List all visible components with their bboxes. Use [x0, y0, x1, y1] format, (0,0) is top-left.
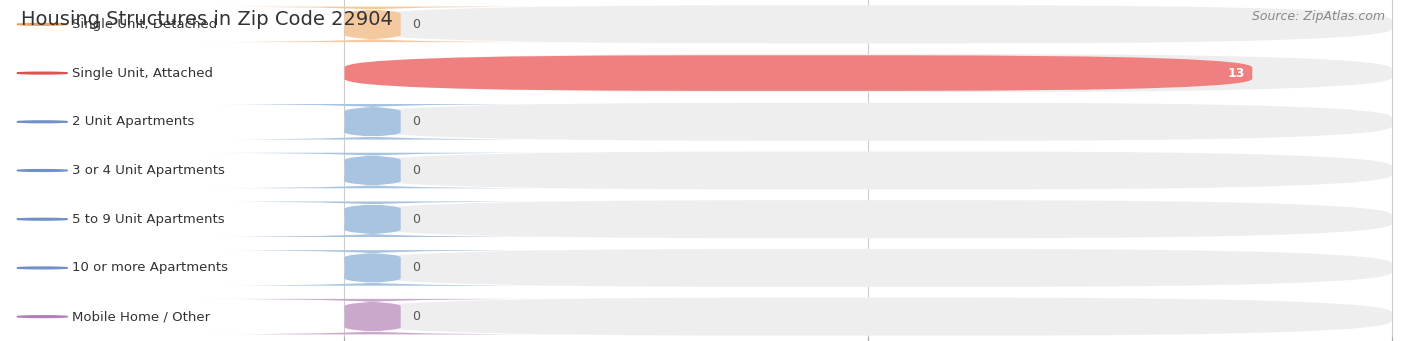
Text: 0: 0 [412, 115, 420, 128]
FancyBboxPatch shape [344, 54, 1392, 92]
Text: Source: ZipAtlas.com: Source: ZipAtlas.com [1251, 10, 1385, 23]
Circle shape [17, 316, 67, 317]
FancyBboxPatch shape [190, 202, 555, 237]
FancyBboxPatch shape [0, 299, 373, 335]
Circle shape [17, 72, 67, 74]
FancyBboxPatch shape [0, 250, 373, 286]
FancyBboxPatch shape [344, 298, 1392, 336]
FancyBboxPatch shape [344, 5, 1392, 43]
FancyBboxPatch shape [190, 250, 555, 286]
FancyBboxPatch shape [344, 249, 1392, 287]
Text: 2 Unit Apartments: 2 Unit Apartments [72, 115, 194, 128]
FancyBboxPatch shape [190, 6, 555, 42]
Text: 13: 13 [1227, 66, 1246, 79]
FancyBboxPatch shape [190, 153, 555, 188]
Circle shape [17, 121, 67, 123]
FancyBboxPatch shape [0, 104, 373, 140]
Text: 0: 0 [412, 18, 420, 31]
Circle shape [17, 267, 67, 269]
FancyBboxPatch shape [344, 103, 1392, 141]
Circle shape [17, 24, 67, 25]
FancyBboxPatch shape [0, 55, 373, 91]
Text: 10 or more Apartments: 10 or more Apartments [72, 262, 228, 275]
FancyBboxPatch shape [190, 104, 555, 139]
Text: 3 or 4 Unit Apartments: 3 or 4 Unit Apartments [72, 164, 225, 177]
FancyBboxPatch shape [344, 151, 1392, 190]
FancyBboxPatch shape [0, 201, 373, 237]
Text: 0: 0 [412, 213, 420, 226]
FancyBboxPatch shape [344, 200, 1392, 238]
Text: 0: 0 [412, 262, 420, 275]
FancyBboxPatch shape [0, 6, 373, 42]
Text: Single Unit, Attached: Single Unit, Attached [72, 66, 212, 79]
FancyBboxPatch shape [190, 299, 555, 335]
Text: 0: 0 [412, 164, 420, 177]
FancyBboxPatch shape [0, 152, 373, 189]
Circle shape [17, 169, 67, 172]
Text: Housing Structures in Zip Code 22904: Housing Structures in Zip Code 22904 [21, 10, 392, 29]
Circle shape [17, 218, 67, 220]
Text: 0: 0 [412, 310, 420, 323]
FancyBboxPatch shape [344, 55, 1253, 91]
Text: 5 to 9 Unit Apartments: 5 to 9 Unit Apartments [72, 213, 225, 226]
Text: Single Unit, Detached: Single Unit, Detached [72, 18, 217, 31]
Text: Mobile Home / Other: Mobile Home / Other [72, 310, 209, 323]
